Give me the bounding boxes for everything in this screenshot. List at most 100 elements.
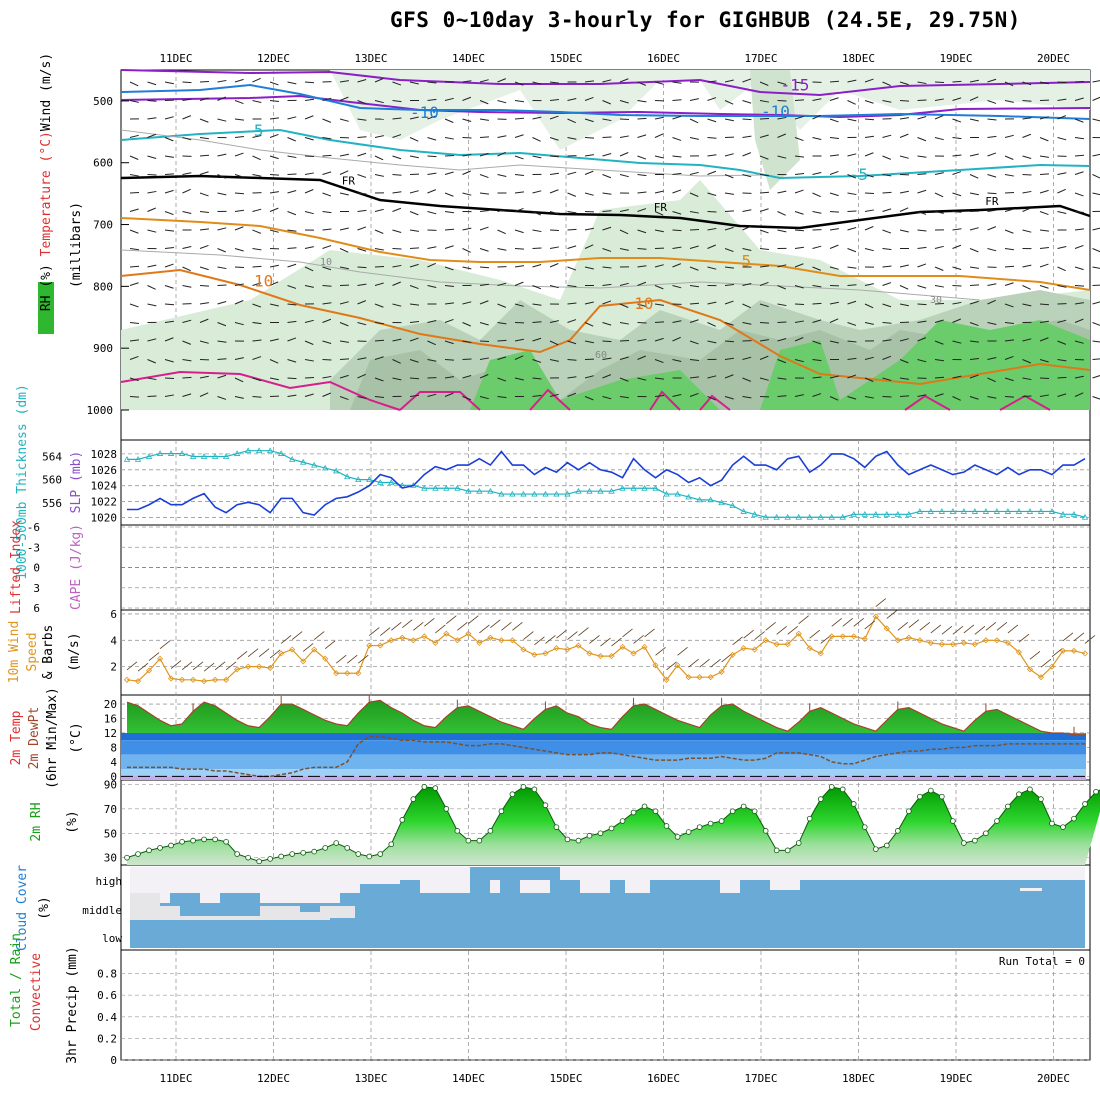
- wind-ylabel-c: & Barbs: [41, 625, 56, 680]
- wind-barb: [952, 266, 962, 270]
- wind-barb: [532, 337, 542, 342]
- wind-barb: [252, 77, 261, 83]
- wind-speed-point: [608, 653, 615, 660]
- rh-contour-line: [120, 249, 981, 301]
- wind-barb: [444, 211, 454, 214]
- rh-point: [344, 845, 351, 851]
- wind-barb-10m: [170, 660, 182, 669]
- thickness-point: [806, 513, 813, 520]
- wind-barb: [882, 355, 892, 360]
- thickness-point: [696, 496, 703, 503]
- x-label-top-9: 20DEC: [1037, 52, 1070, 65]
- wind-barb: [847, 118, 857, 122]
- wind-barb: [1022, 100, 1032, 102]
- wind-barb: [829, 192, 839, 197]
- wind-barb: [829, 118, 839, 123]
- wind-barb: [549, 115, 559, 120]
- thickness-point: [277, 450, 285, 456]
- rh-point: [234, 851, 240, 857]
- wind-barb: [269, 359, 279, 364]
- thickness-point: [311, 461, 318, 468]
- wind-barb: [199, 244, 209, 249]
- wind-barb: [479, 322, 489, 326]
- thickness-point: [641, 484, 648, 491]
- thickness-point: [531, 490, 538, 497]
- wind-speed-point: [178, 676, 186, 683]
- wind-barb: [864, 283, 874, 286]
- wind-barb: [1092, 174, 1100, 179]
- wind-barb: [217, 248, 226, 253]
- wind-barb: [1057, 266, 1066, 272]
- wind-barb: [864, 377, 874, 382]
- wind-barb: [864, 396, 874, 399]
- wind-barb: [164, 211, 174, 216]
- thickness-point: [773, 513, 780, 520]
- wind-barb: [1039, 81, 1049, 85]
- wind-barb-10m: [457, 621, 468, 631]
- wind-barb: [812, 137, 822, 141]
- wind-barb: [392, 359, 401, 364]
- rh-ylabel-unit-part: (%): [65, 810, 80, 833]
- rh-point: [487, 828, 494, 834]
- wind-barb-10m: [952, 625, 964, 635]
- wind-barb: [129, 377, 139, 382]
- x-label-top-7: 18DEC: [842, 52, 875, 65]
- ua-ylabel-part: Wind (m/s): [39, 53, 54, 131]
- wind-barb: [847, 396, 857, 400]
- temp-tick: 16: [104, 713, 117, 726]
- wind-barb: [287, 377, 297, 380]
- wind-barb: [357, 174, 367, 178]
- wind-barb: [199, 211, 210, 213]
- wind-barb-10m: [655, 647, 666, 656]
- precip-ylabel-b: Convective: [29, 953, 44, 1031]
- wind-barb: [742, 78, 752, 83]
- wind-barb: [567, 319, 577, 323]
- wind-speed-point: [993, 637, 1000, 644]
- wind-barb: [444, 97, 454, 101]
- li-tick: 0: [33, 562, 40, 575]
- wind-barb: [409, 211, 419, 216]
- wind-barb: [252, 134, 262, 138]
- wind-barb: [672, 137, 682, 141]
- wind-barb: [672, 81, 682, 84]
- wind-barb: [987, 283, 997, 286]
- wind-barb: [182, 266, 191, 272]
- thickness-point: [388, 479, 395, 485]
- wind-barb: [1074, 302, 1084, 305]
- wind-barb: [479, 396, 489, 400]
- wind-barb-10m: [402, 619, 413, 628]
- precip-ylabel-c: 3hr Precip (mm): [65, 946, 80, 1063]
- wind-barb: [1004, 134, 1014, 138]
- wind-barb: [1092, 153, 1100, 157]
- wind-barb: [847, 100, 856, 105]
- wind-barb: [724, 322, 734, 326]
- thickness-point: [817, 513, 824, 520]
- wind-barb: [794, 155, 804, 158]
- wind-speed-point: [454, 637, 461, 644]
- wind-barb: [654, 190, 664, 194]
- wind-barb-10m: [875, 598, 887, 607]
- wind-barb-10m: [820, 635, 831, 644]
- wind-barb: [637, 303, 647, 307]
- wind-speed-point: [1059, 647, 1067, 654]
- wind-barb-10m: [346, 654, 358, 664]
- rh-point: [476, 837, 483, 844]
- wind-barb: [619, 209, 629, 212]
- wind-barb: [427, 81, 437, 84]
- temp-tick: 20: [104, 698, 117, 711]
- wind-barb: [952, 211, 962, 213]
- wind-barb: [619, 174, 629, 178]
- wind-ylabel-a: 10m Wind: [7, 621, 22, 684]
- slp-tick: 1028: [91, 448, 118, 461]
- wind-barb: [917, 155, 927, 158]
- wind-barb: [234, 100, 244, 105]
- wind-barb: [409, 303, 419, 306]
- wind-barb: [742, 322, 752, 325]
- wind-barb: [654, 377, 664, 380]
- wind-barb: [182, 376, 192, 379]
- ua-tick: 800: [93, 280, 113, 293]
- wind-barb: [339, 248, 349, 253]
- x-label-top-3: 14DEC: [452, 52, 485, 65]
- wind-barb: [304, 246, 314, 249]
